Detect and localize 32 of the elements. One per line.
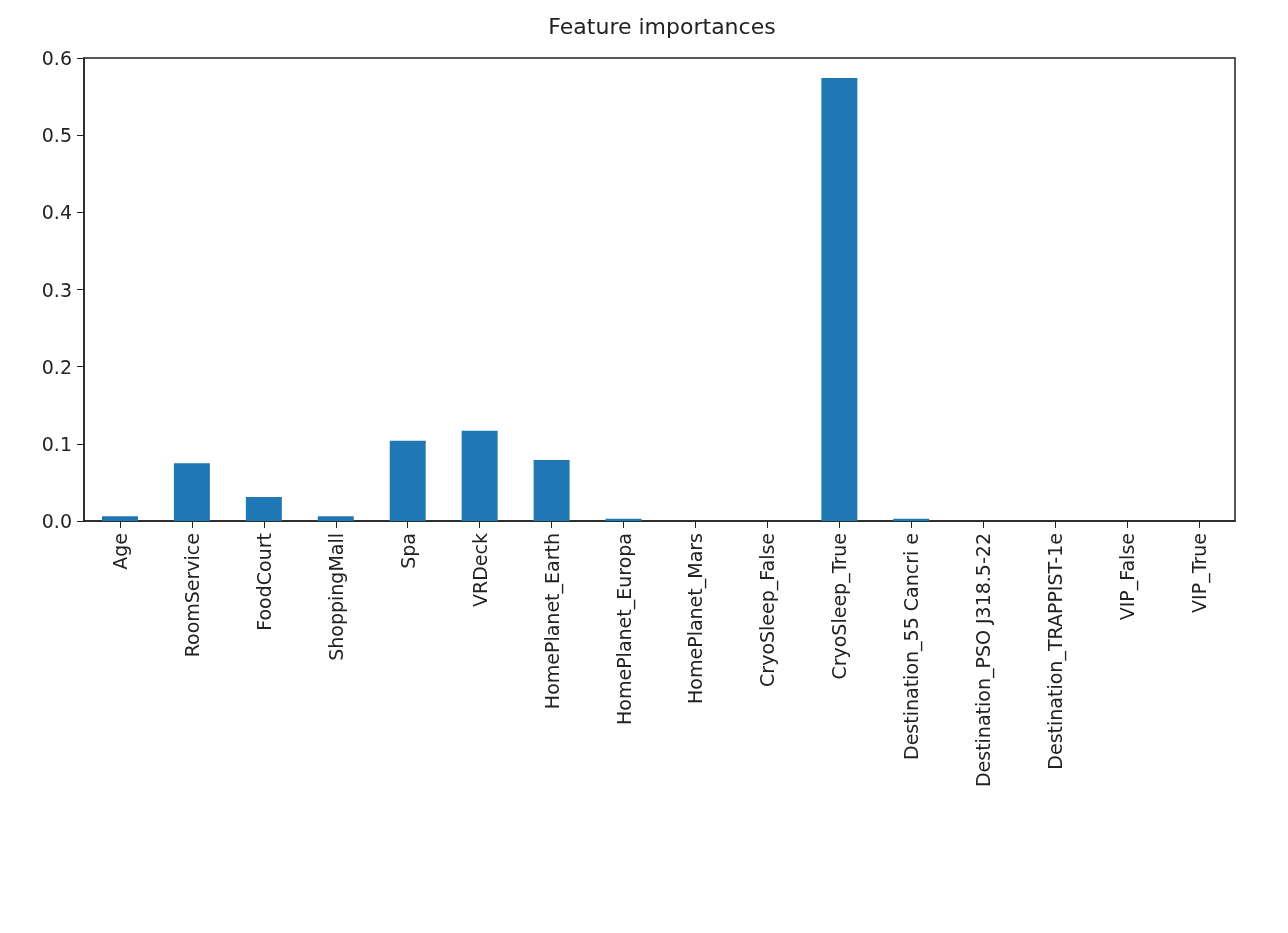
bar: [533, 460, 570, 521]
x-tick-label: HomePlanet_Mars: [684, 533, 708, 704]
y-tick-label: 0.1: [41, 432, 72, 455]
bar: [101, 516, 138, 521]
x-tick-label: HomePlanet_Earth: [540, 533, 564, 710]
x-tick-label: Spa: [396, 533, 419, 569]
x-tick-label: FoodCourt: [252, 533, 275, 631]
x-tick-label: CryoSleep_True: [828, 533, 852, 680]
bar: [173, 463, 210, 521]
y-tick-label: 0.5: [41, 124, 72, 147]
bar: [245, 497, 282, 521]
x-tick-label: Destination_55 Cancri e: [900, 533, 924, 760]
x-tick-label: VIP_False: [1116, 533, 1140, 621]
x-tick-label: CryoSleep_False: [756, 533, 780, 687]
x-tick-label: VRDeck: [468, 533, 491, 607]
y-tick-label: 0.0: [41, 510, 72, 532]
chart-title: Feature importances: [548, 13, 776, 39]
bar: [389, 440, 426, 521]
x-tick-label: RoomService: [180, 533, 203, 658]
bar: [461, 430, 498, 521]
y-tick-label: 0.2: [41, 355, 72, 378]
bar: [317, 516, 354, 521]
x-tick-label: ShoppingMall: [324, 533, 347, 661]
x-tick-label: Age: [108, 533, 131, 570]
x-tick-label: Destination_PSO J318.5-22: [972, 533, 996, 788]
y-tick-label: 0.4: [41, 201, 72, 224]
bar: [821, 78, 858, 521]
x-tick-label: HomePlanet_Europa: [612, 533, 636, 725]
y-tick-label: 0.3: [41, 278, 72, 301]
x-tick-label: VIP_True: [1188, 533, 1212, 613]
x-tick-label: Destination_TRAPPIST-1e: [1044, 533, 1068, 770]
y-tick-label: 0.6: [41, 47, 72, 69]
